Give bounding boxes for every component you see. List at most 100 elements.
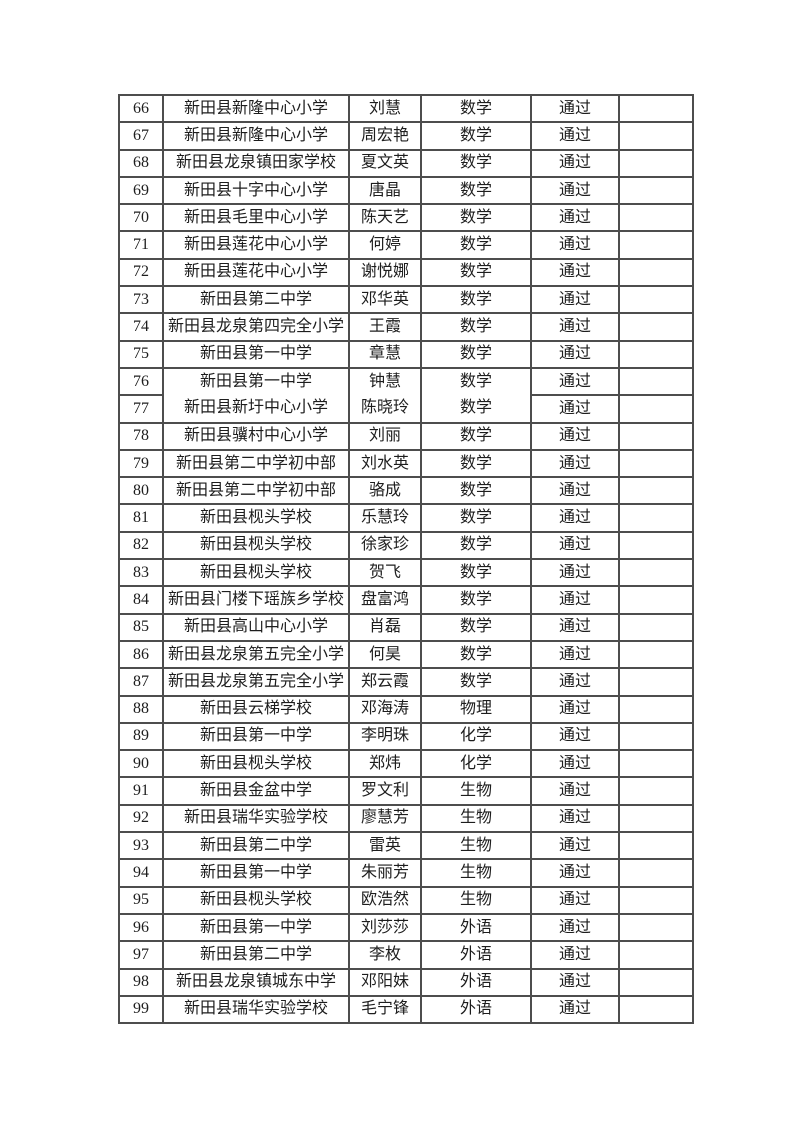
teacher-name-cell: 郑炜 [348, 749, 422, 779]
subject-cell: 数学 [420, 230, 532, 260]
school-cell: 新田县第二中学 [162, 831, 350, 861]
table-row: 94 新田县第一中学 朱丽芳 生物 通过 [118, 858, 694, 888]
subject-cell: 数学 [420, 476, 532, 506]
school-cell: 新田县龙泉第五完全小学 [162, 639, 350, 670]
teacher-name-cell: 谢悦娜 [348, 257, 422, 288]
teacher-name-cell: 李明珠 [348, 721, 422, 752]
table-row: 73 新田县第二中学 邓华英 数学 通过 [118, 285, 694, 315]
subject-cell: 数学 [420, 203, 532, 233]
note-cell [618, 749, 694, 779]
status-cell: 通过 [530, 940, 620, 970]
row-no-cell: 86 [118, 639, 164, 670]
status-cell: 通过 [530, 175, 620, 206]
teacher-name-cell: 刘丽 [348, 421, 422, 451]
school-cell: 新田县莲花中心小学 [162, 230, 350, 260]
note-cell [618, 940, 694, 970]
table-row: 88 新田县云梯学校 邓海涛 物理 通过 [118, 694, 694, 724]
table-row: 78 新田县骥村中心小学 刘丽 数学 通过 [118, 421, 694, 451]
table-row: 89 新田县第一中学 李明珠 化学 通过 [118, 721, 694, 752]
row-no-cell: 93 [118, 831, 164, 861]
subject-cell: 数学 [420, 148, 532, 178]
note-cell [618, 503, 694, 533]
subject-cell: 数学 [420, 312, 532, 342]
row-no-cell: 75 [118, 339, 164, 369]
subject-cell: 数学 [420, 639, 532, 670]
note-cell [618, 885, 694, 915]
table-row: 76 新田县第一中学 钟慧 数学 通过 [118, 366, 694, 397]
table-row: 66 新田县新隆中心小学 刘慧 数学 通过 [118, 93, 694, 124]
teacher-name-cell: 罗文利 [348, 776, 422, 806]
subject-cell: 数学 [420, 421, 532, 451]
subject-cell: 数学 [420, 175, 532, 206]
table-row: 96 新田县第一中学 刘莎莎 外语 通过 [118, 912, 694, 943]
row-no-cell: 90 [118, 749, 164, 779]
school-cell: 新田县新隆中心小学 [162, 93, 350, 124]
teacher-name-cell: 朱丽芳 [348, 858, 422, 888]
note-cell [618, 312, 694, 342]
school-cell: 新田县第二中学 [162, 940, 350, 970]
school-cell: 新田县龙泉第四完全小学 [162, 312, 350, 342]
teacher-name-cell: 刘莎莎 [348, 912, 422, 943]
teacher-name-cell: 陈晓玲 [348, 394, 422, 424]
teacher-name-cell: 肖磊 [348, 612, 422, 642]
note-cell [618, 858, 694, 888]
table-row: 80 新田县第二中学初中部 骆成 数学 通过 [118, 476, 694, 506]
note-cell [618, 558, 694, 588]
status-cell: 通过 [530, 612, 620, 642]
subject-cell: 数学 [420, 366, 532, 396]
teacher-name-cell: 王霞 [348, 312, 422, 342]
row-no-cell: 67 [118, 121, 164, 151]
table-row: 75 新田县第一中学 章慧 数学 通过 [118, 339, 694, 369]
teacher-name-cell: 欧浩然 [348, 885, 422, 915]
status-cell: 通过 [530, 257, 620, 288]
table-row: 70 新田县毛里中心小学 陈天艺 数学 通过 [118, 203, 694, 233]
row-no-cell: 79 [118, 448, 164, 479]
note-cell [618, 803, 694, 834]
school-cell: 新田县第一中学 [162, 858, 350, 888]
school-cell: 新田县骥村中心小学 [162, 421, 350, 451]
status-cell: 通过 [530, 694, 620, 724]
subject-cell: 生物 [420, 803, 532, 834]
table-row: 74 新田县龙泉第四完全小学 王霞 数学 通过 [118, 312, 694, 342]
status-cell: 通过 [530, 339, 620, 369]
school-cell: 新田县新隆中心小学 [162, 121, 350, 151]
teacher-name-cell: 陈天艺 [348, 203, 422, 233]
note-cell [618, 203, 694, 233]
table-row: 90 新田县枧头学校 郑炜 化学 通过 [118, 749, 694, 779]
table-row: 83 新田县枧头学校 贺飞 数学 通过 [118, 558, 694, 588]
subject-cell: 生物 [420, 858, 532, 888]
school-cell: 新田县瑞华实验学校 [162, 994, 350, 1025]
school-cell: 新田县云梯学校 [162, 694, 350, 724]
school-cell: 新田县毛里中心小学 [162, 203, 350, 233]
status-cell: 通过 [530, 148, 620, 178]
note-cell [618, 530, 694, 561]
note-cell [618, 912, 694, 943]
status-cell: 通过 [530, 858, 620, 888]
status-cell: 通过 [530, 721, 620, 752]
school-cell: 新田县高山中心小学 [162, 612, 350, 642]
row-no-cell: 68 [118, 148, 164, 178]
row-no-cell: 88 [118, 694, 164, 724]
table-row: 84 新田县门楼下瑶族乡学校 盘富鸿 数学 通过 [118, 585, 694, 615]
table-row: 87 新田县龙泉第五完全小学 郑云霞 数学 通过 [118, 667, 694, 697]
note-cell [618, 148, 694, 178]
school-cell: 新田县新圩中心小学 [162, 394, 350, 424]
table-row: 93 新田县第二中学 雷英 生物 通过 [118, 831, 694, 861]
row-no-cell: 95 [118, 885, 164, 915]
note-cell [618, 667, 694, 697]
note-cell [618, 476, 694, 506]
school-cell: 新田县龙泉镇城东中学 [162, 967, 350, 997]
table-row: 97 新田县第二中学 李枚 外语 通过 [118, 940, 694, 970]
subject-cell: 数学 [420, 257, 532, 288]
teacher-name-cell: 贺飞 [348, 558, 422, 588]
row-no-cell: 78 [118, 421, 164, 451]
subject-cell: 生物 [420, 776, 532, 806]
school-cell: 新田县第一中学 [162, 721, 350, 752]
status-cell: 通过 [530, 312, 620, 342]
subject-cell: 数学 [420, 285, 532, 315]
status-cell: 通过 [530, 803, 620, 834]
note-cell [618, 175, 694, 206]
school-cell: 新田县第一中学 [162, 366, 350, 396]
row-no-cell: 70 [118, 203, 164, 233]
